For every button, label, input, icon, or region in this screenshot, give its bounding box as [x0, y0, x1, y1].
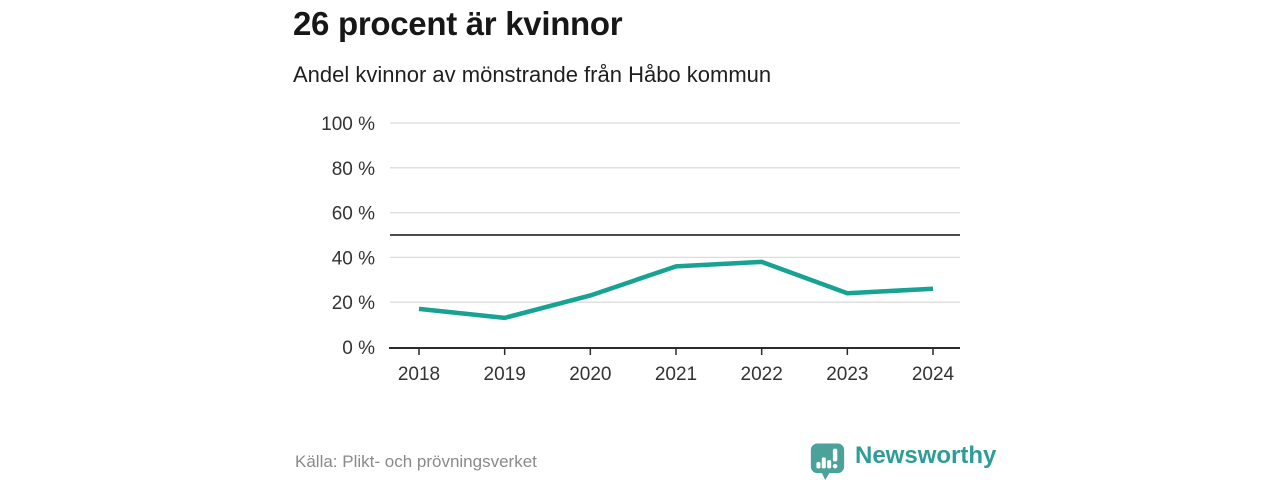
newsworthy-logo: Newsworthy [809, 440, 996, 480]
y-tick-label: 80 % [332, 159, 375, 180]
logo-exclamation-dot [832, 463, 838, 469]
y-tick-label: 20 % [332, 293, 375, 314]
x-tick-label: 2023 [826, 364, 868, 385]
y-tick-label: 60 % [332, 204, 375, 225]
x-tick-label: 2019 [484, 364, 526, 385]
source-label: Källa: Plikt- och prövningsverket [295, 452, 537, 471]
x-tick-label: 2022 [741, 364, 783, 385]
newsworthy-logo-text: Newsworthy [855, 442, 997, 469]
newsworthy-logo-icon [810, 443, 845, 480]
page-subtitle: Andel kvinnor av mönstrande från Håbo ko… [293, 62, 772, 87]
logo-bar-short [816, 462, 821, 469]
y-tick-label: 0 % [342, 338, 375, 359]
y-tick-label: 100 % [321, 114, 375, 135]
x-tick-label: 2024 [912, 364, 955, 385]
x-tick-label: 2021 [655, 364, 697, 385]
logo-exclamation-bar [832, 448, 838, 462]
x-tick-label: 2020 [569, 364, 611, 385]
page-title: 26 procent är kvinnor [293, 5, 623, 42]
logo-bar-tall [821, 457, 826, 469]
x-tick-label: 2018 [398, 364, 440, 385]
y-tick-label: 40 % [332, 248, 375, 269]
data-line [418, 259, 934, 321]
logo-bar-medium [827, 460, 832, 469]
